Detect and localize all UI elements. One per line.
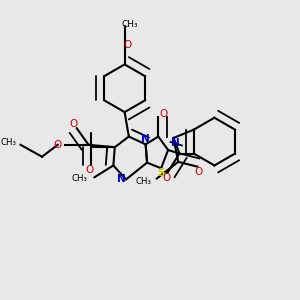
Text: O: O [124, 40, 132, 50]
Text: O: O [162, 172, 170, 183]
Text: CH₃: CH₃ [122, 20, 138, 29]
Text: N: N [141, 134, 150, 144]
Text: CH₃: CH₃ [136, 177, 152, 186]
Text: N: N [117, 175, 125, 184]
Text: O: O [195, 167, 203, 177]
Text: CH₃: CH₃ [0, 138, 16, 147]
Text: O: O [85, 165, 93, 175]
Text: CH₃: CH₃ [71, 174, 87, 183]
Text: O: O [54, 140, 62, 150]
Text: O: O [69, 119, 77, 129]
Text: N: N [170, 138, 179, 148]
Text: S: S [157, 168, 165, 178]
Text: O: O [159, 109, 167, 119]
